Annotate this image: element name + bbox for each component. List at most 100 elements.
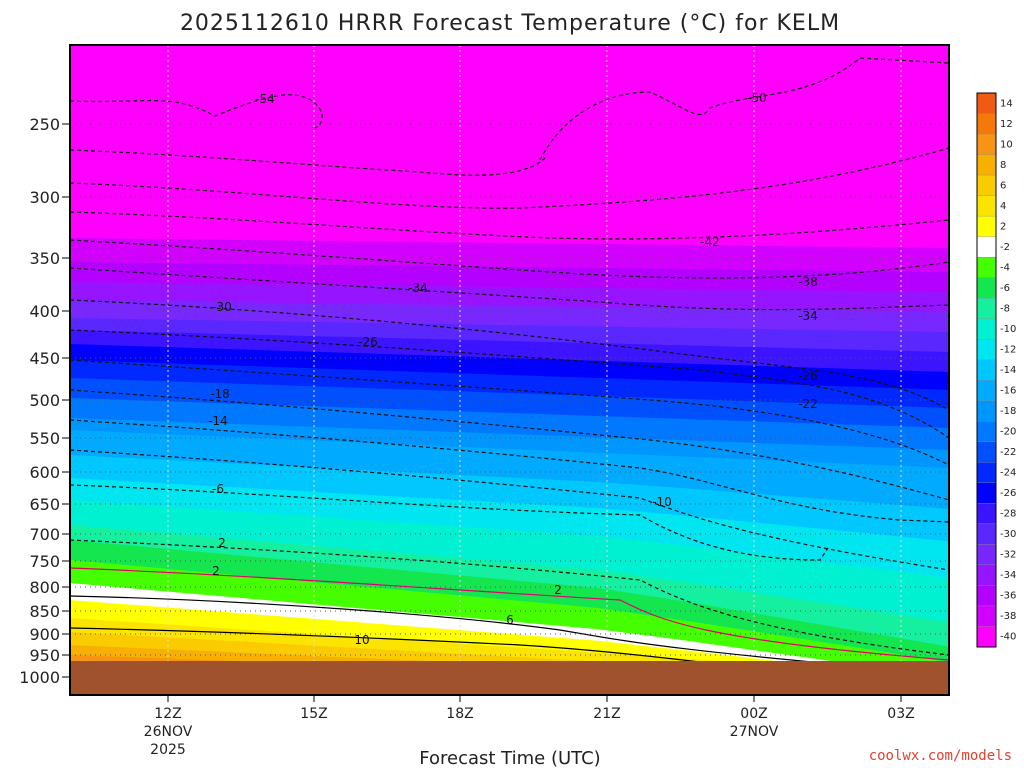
temperature-contours — [70, 57, 949, 691]
colorbar-label: -24 — [1000, 468, 1016, 479]
colorbar-label: -28 — [1000, 509, 1016, 520]
plot-frame — [69, 44, 950, 696]
colorbar-swatch — [976, 626, 997, 648]
colorbar-label: 12 — [1000, 119, 1013, 130]
contour-label: -18 — [210, 387, 230, 401]
x-tick-sublabel: 2025 — [150, 742, 186, 758]
colorbar-swatch — [976, 544, 997, 566]
temperature-bands — [70, 45, 949, 695]
contour-line — [70, 449, 949, 571]
colorbar-label: -12 — [1000, 344, 1016, 355]
colorbar-swatch — [976, 482, 997, 504]
colorbar-label: -40 — [1000, 632, 1016, 643]
contour-line — [70, 359, 949, 466]
colorbar-label: -30 — [1000, 529, 1016, 540]
colorbar-label: 6 — [1000, 180, 1006, 191]
grid-lines — [70, 45, 949, 695]
contour-label: -50 — [747, 91, 767, 105]
contour-label: 2 — [218, 536, 226, 550]
y-tick-label: 1000 — [19, 668, 60, 687]
contour-line — [70, 329, 949, 439]
contour-label: -6 — [212, 482, 224, 496]
y-tick-label: 250 — [29, 115, 60, 134]
colorbar-swatch — [976, 318, 997, 340]
colorbar-label: -16 — [1000, 386, 1016, 397]
contour-line — [70, 567, 949, 661]
colorbar-label: -20 — [1000, 427, 1016, 438]
x-tick-label: 18Z — [446, 706, 473, 722]
colorbar-swatch — [976, 215, 997, 237]
colorbar-label: 8 — [1000, 160, 1006, 171]
contour-label: 2 — [554, 583, 562, 597]
colorbar-label: -4 — [1000, 262, 1010, 273]
chart-title: 2025112610 HRRR Forecast Temperature (°C… — [180, 11, 840, 36]
contour-label: -26 — [798, 369, 818, 383]
colorbar-label: -34 — [1000, 570, 1016, 581]
colorbar-swatch — [976, 236, 997, 258]
contour-label: -10 — [652, 495, 672, 509]
contour-line — [70, 595, 949, 675]
colorbar-swatch — [976, 400, 997, 422]
y-tick-label: 800 — [29, 578, 60, 597]
contour-label: 10 — [354, 633, 369, 647]
colorbar-swatch — [976, 133, 997, 155]
colorbar-label: -14 — [1000, 365, 1016, 376]
colorbar-swatch — [976, 92, 997, 114]
colorbar-swatch — [976, 605, 997, 627]
y-tick-label: 750 — [29, 552, 60, 571]
colorbar-label: -22 — [1000, 447, 1016, 458]
x-axis: 12Z 26NOV 2025 15Z 18Z 21Z 00Z 27NOV 03Z — [144, 695, 915, 758]
colorbar-swatch — [976, 195, 997, 217]
colorbar-swatch — [976, 154, 997, 176]
y-tick-label: 300 — [29, 188, 60, 207]
x-tick-label: 21Z — [593, 706, 620, 722]
y-tick-label: 400 — [29, 302, 60, 321]
x-tick-label: 12Z — [154, 706, 181, 722]
x-axis-title: Forecast Time (UTC) — [419, 748, 600, 768]
colorbar-swatch — [976, 380, 997, 401]
colorbar-swatch — [976, 462, 997, 484]
y-tick-label: 900 — [29, 625, 60, 644]
ground-below-surface — [70, 661, 949, 695]
plot-area — [70, 45, 949, 695]
contour-line — [70, 94, 323, 129]
colorbar-swatch — [976, 421, 997, 442]
colorbar-frame — [976, 92, 997, 648]
y-tick-label: 500 — [29, 391, 60, 410]
contour-label: -14 — [208, 414, 228, 428]
x-tick-label: 00Z — [740, 706, 767, 722]
x-tick-sublabel: 26NOV — [144, 724, 193, 740]
contour-line — [70, 539, 949, 656]
x-tick-label: 15Z — [300, 706, 327, 722]
contour-label: -22 — [798, 397, 818, 411]
y-tick-label: 550 — [29, 429, 60, 448]
colorbar-label: -6 — [1000, 283, 1010, 294]
colorbar-label: -8 — [1000, 303, 1010, 314]
colorbar-label: -32 — [1000, 550, 1016, 561]
colorbar-label: -26 — [1000, 488, 1016, 499]
colorbar-swatch — [976, 359, 997, 381]
colorbar-swatch — [976, 277, 997, 299]
colorbar-label: 10 — [1000, 139, 1013, 150]
contour-label: -42 — [700, 235, 720, 249]
colorbar-label: -2 — [1000, 242, 1010, 253]
colorbar-label: -18 — [1000, 406, 1016, 417]
contour-line — [70, 211, 949, 240]
contour-line — [539, 57, 949, 161]
colorbar-label: -10 — [1000, 324, 1016, 335]
contour-line — [70, 389, 949, 501]
credit-text[interactable]: coolwx.com/models — [869, 748, 1012, 764]
colorbar-swatch — [976, 441, 997, 463]
colorbar-swatch — [976, 585, 997, 607]
colorbar-swatch — [976, 174, 997, 196]
colorbar-swatch — [976, 523, 997, 545]
y-tick-label: 350 — [29, 249, 60, 268]
x-tick-sublabel: 27NOV — [730, 724, 779, 740]
y-tick-label: 600 — [29, 463, 60, 482]
colorbar-legend: 14 12 10 8 6 4 2 -2 -4 -6 -8 -10 -12 -14 -16 -18 -20 -22 -… — [976, 92, 1016, 648]
colorbar-swatch — [976, 256, 997, 278]
y-tick-label: 950 — [29, 646, 60, 665]
x-tick-label: 03Z — [887, 706, 914, 722]
y-tick-label: 700 — [29, 525, 60, 544]
